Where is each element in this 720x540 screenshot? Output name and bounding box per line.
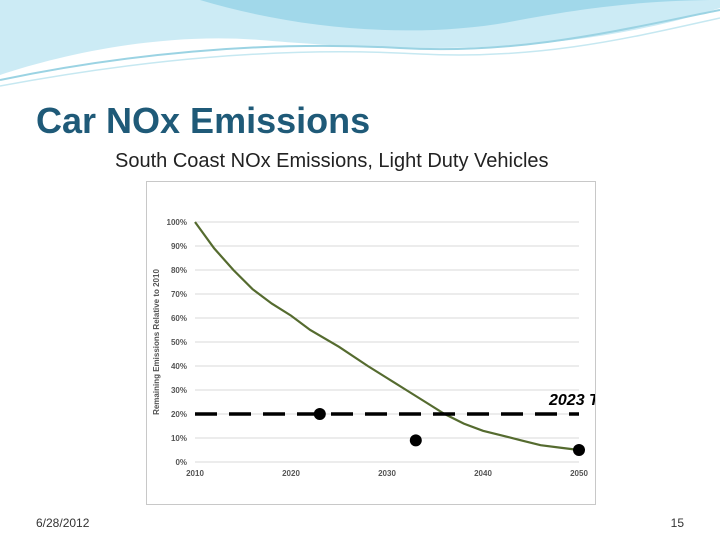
emissions-series-line: [194, 221, 580, 452]
y-axis-label: Remaining Emissions Relative to 2010: [152, 269, 161, 415]
emissions-chart: 0% 10% 20% 30% 40% 50% 60% 70% 80% 90% 100% 2010 202…: [152, 218, 638, 478]
x-tick-label: 2040: [474, 469, 492, 478]
page-number: 15: [670, 516, 684, 530]
x-tick-label: 2020: [282, 469, 300, 478]
x-tick-label: 2010: [186, 469, 204, 478]
y-tick-label: 20%: [171, 410, 187, 419]
footer-date: 6/28/2012: [36, 516, 90, 530]
x-tick-label: 2050: [570, 469, 588, 478]
slide-title: Car NOx Emissions: [36, 100, 371, 141]
y-tick-label: 10%: [171, 434, 187, 443]
y-tick-label: 60%: [171, 314, 187, 323]
target-marker-point: [409, 434, 422, 447]
target-label: 2023 Target: [548, 392, 595, 409]
chart-panel: 0% 10% 20% 30% 40% 50% 60% 70% 80% 90% 100% 2010 202…: [146, 181, 638, 505]
y-tick-label: 80%: [171, 266, 187, 275]
y-tick-label: 100%: [167, 218, 187, 227]
x-tick-label: 2030: [378, 469, 396, 478]
y-tick-label: 30%: [171, 386, 187, 395]
y-tick-label: 90%: [171, 242, 187, 251]
target-marker-point: [573, 444, 585, 456]
y-tick-label: 40%: [171, 362, 187, 371]
header-wave-decoration: [0, 0, 720, 87]
y-tick-label: 50%: [171, 338, 187, 347]
target-marker-point: [313, 408, 326, 420]
chart-title: South Coast NOx Emissions, Light Duty Ve…: [115, 150, 549, 172]
y-tick-label: 70%: [171, 290, 187, 299]
y-tick-label: 0%: [175, 458, 187, 467]
